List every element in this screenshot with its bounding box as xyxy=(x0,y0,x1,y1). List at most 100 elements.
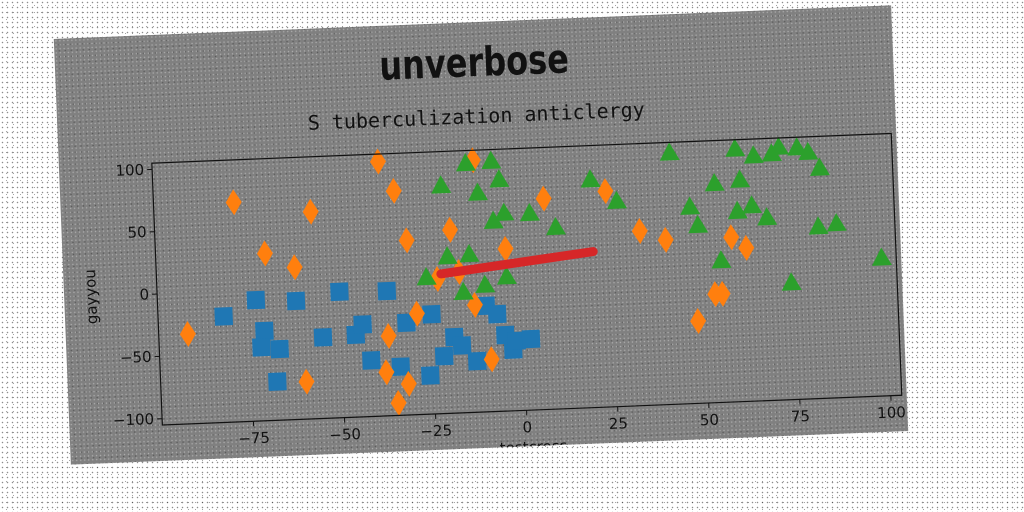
square-point xyxy=(391,357,411,377)
diamond-point xyxy=(378,359,395,386)
x-tick-label: 75 xyxy=(791,407,811,426)
diamond-point xyxy=(464,147,481,174)
x-tick-label: 50 xyxy=(700,411,720,430)
square-point xyxy=(396,313,416,333)
figure-panel: unverbose S tuberculization anticlergy −… xyxy=(53,5,909,465)
triangle-point xyxy=(680,196,701,215)
triangle-point xyxy=(519,202,540,222)
diamond-point xyxy=(483,346,500,373)
diamond-point xyxy=(535,185,552,212)
diamond-point xyxy=(298,368,315,395)
x-tick-label: −50 xyxy=(329,425,361,444)
diamond-point xyxy=(597,178,614,205)
triangle-point xyxy=(742,195,763,214)
x-axis: −75 −50 −25 0 25 50 75 100 xyxy=(238,395,906,448)
diamond-point xyxy=(738,234,755,261)
diamond-point xyxy=(400,370,417,397)
triangle-point xyxy=(496,266,517,285)
triangle-point xyxy=(688,214,709,234)
triangle-point xyxy=(743,145,764,164)
triangle-point xyxy=(826,213,847,232)
diamond-point xyxy=(179,321,196,348)
square-point xyxy=(487,304,507,324)
triangle-point xyxy=(483,210,504,229)
triangle-point xyxy=(453,281,474,301)
scatter-chart: −75 −50 −25 0 25 50 75 100 −100 −50 0 50 100 testcr… xyxy=(81,132,906,458)
square-point xyxy=(353,315,372,334)
diamond-point xyxy=(390,389,407,416)
x-tick-label: 25 xyxy=(608,414,628,433)
chart-marks xyxy=(179,136,892,416)
square-point xyxy=(268,372,287,391)
x-tick-label: −25 xyxy=(420,421,452,440)
triangle-point xyxy=(725,138,746,157)
triangle-point xyxy=(607,190,628,210)
square-point xyxy=(255,321,274,341)
x-tick-label: 100 xyxy=(877,403,906,422)
triangle-point xyxy=(730,169,751,188)
y-tick-label: 0 xyxy=(139,285,149,303)
square-point xyxy=(521,329,541,349)
y-axis-label: gayyou xyxy=(81,269,101,325)
diamond-point xyxy=(380,322,397,349)
triangle-point xyxy=(459,244,480,263)
square-point xyxy=(434,346,454,366)
triangle-point xyxy=(757,207,778,226)
triangle-point xyxy=(468,182,489,201)
triangle-point xyxy=(787,137,808,156)
diamond-point xyxy=(657,226,674,253)
triangle-point xyxy=(489,169,510,188)
diamond-point xyxy=(369,148,386,175)
triangle-point xyxy=(580,169,601,188)
square-point xyxy=(452,336,472,355)
diamond-point xyxy=(714,280,731,307)
triangle-point xyxy=(809,157,830,176)
y-axis: −100 −50 0 50 100 xyxy=(113,161,163,430)
triangle-point xyxy=(416,266,437,286)
series-line xyxy=(436,247,598,279)
square-point xyxy=(507,331,526,351)
y-tick-label: 100 xyxy=(115,161,144,180)
triangle-point xyxy=(481,150,502,170)
triangle-point xyxy=(711,250,732,269)
diamond-point xyxy=(429,266,446,293)
diamond-point xyxy=(385,177,402,204)
triangle-point xyxy=(494,202,515,222)
diamond-point xyxy=(442,216,459,243)
triangle-point xyxy=(798,141,819,161)
y-tick-label: −100 xyxy=(113,410,155,430)
triangle-point xyxy=(437,246,458,265)
x-axis-label: testcross xyxy=(499,437,568,458)
square-point xyxy=(252,337,271,357)
triangle-point xyxy=(769,136,790,156)
x-tick-label: −75 xyxy=(238,429,270,448)
triangle-point xyxy=(659,142,680,161)
diamond-point xyxy=(302,198,319,225)
square-point xyxy=(286,291,306,311)
square-point xyxy=(330,282,349,302)
square-point xyxy=(420,366,440,385)
triangle-point xyxy=(455,153,476,172)
y-tick-label: −50 xyxy=(120,348,152,367)
triangle-point xyxy=(546,216,567,236)
triangle-point xyxy=(475,274,496,294)
diamond-point xyxy=(256,240,273,267)
triangle-point xyxy=(871,247,892,266)
square-point xyxy=(270,339,290,359)
diamond-point xyxy=(398,227,415,254)
diamond-point xyxy=(408,300,425,327)
diamond-point xyxy=(690,308,707,335)
diamond-point xyxy=(225,189,242,216)
triangle-point xyxy=(727,200,748,220)
triangle-point xyxy=(781,272,802,291)
y-tick-label: 50 xyxy=(127,223,147,242)
square-point xyxy=(377,281,397,301)
square-point xyxy=(467,351,487,371)
square-point xyxy=(313,327,333,347)
square-point xyxy=(214,306,234,326)
triangle-point xyxy=(431,175,452,194)
x-tick-label: 0 xyxy=(522,418,532,436)
triangle-point xyxy=(704,173,725,192)
triangle-point xyxy=(808,216,829,235)
square-point xyxy=(362,351,381,370)
